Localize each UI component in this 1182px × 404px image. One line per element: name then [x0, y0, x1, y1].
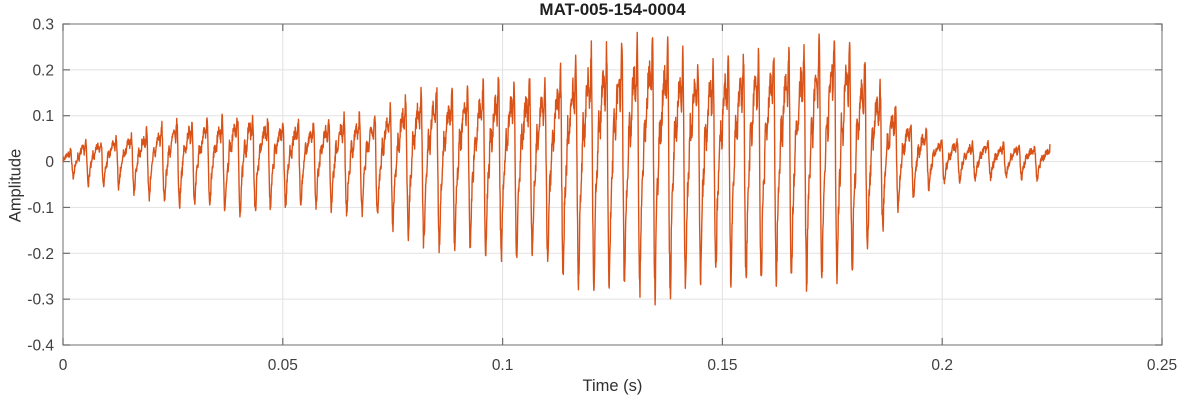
- y-tick-label: -0.2: [27, 246, 54, 263]
- y-tick-label: 0.1: [32, 108, 54, 125]
- axes-box: [62, 23, 1163, 346]
- x-tick-label: 0: [59, 357, 68, 374]
- x-tick-label: 0.2: [931, 357, 953, 374]
- x-tick-label: 0.25: [1147, 357, 1177, 374]
- y-tick-label: -0.3: [27, 292, 54, 309]
- y-tick-label: 0.2: [32, 62, 54, 79]
- x-tick-label: 0.05: [268, 357, 298, 374]
- y-tick-label: -0.1: [27, 200, 54, 217]
- x-axis-label: Time (s): [582, 377, 643, 395]
- y-axis-label: Amplitude: [6, 148, 25, 223]
- y-tick-label: 0.3: [32, 17, 54, 34]
- x-tick-label: 0.15: [707, 357, 737, 374]
- chart-title: MAT-005-154-0004: [539, 0, 686, 19]
- y-tick-label: 0: [45, 154, 54, 171]
- x-tick-label: 0.1: [492, 357, 514, 374]
- y-tick-label: -0.4: [27, 338, 54, 355]
- waveform-line: [62, 31, 1051, 306]
